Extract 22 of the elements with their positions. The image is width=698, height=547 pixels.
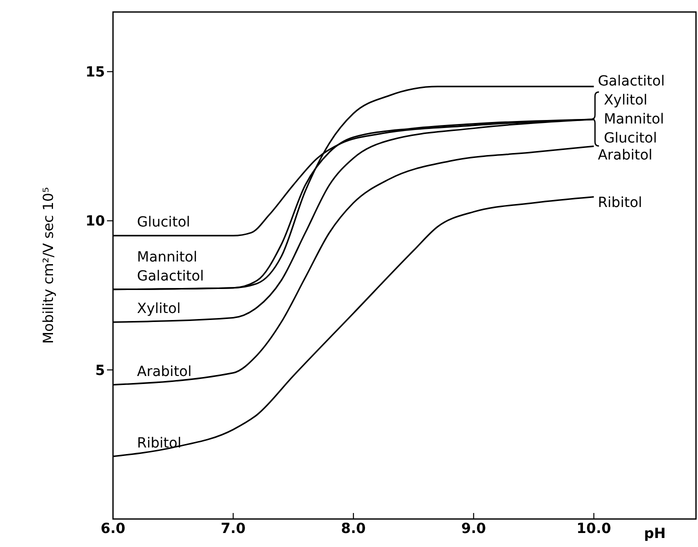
series-label: Xylitol [137, 301, 181, 318]
x-axis-title: pH [644, 526, 666, 542]
text: Galactitol [598, 74, 665, 90]
series-label: Glucitol [137, 214, 190, 231]
y-tick-label: 10 [86, 214, 106, 230]
text: Glucitol [604, 130, 657, 146]
text: Xylitol [604, 92, 648, 108]
x-tick-label: 7.0 [220, 520, 246, 537]
text: Arabitol [598, 147, 652, 164]
y-axis-title: Mobility cm²/V sec 10⁵ [40, 187, 57, 344]
series-label: Arabitol [137, 364, 192, 380]
x-tick-label: 10.0 [576, 520, 612, 537]
x-tick-label: 8.0 [341, 520, 366, 537]
series-label: Ribitol [137, 435, 182, 452]
x-tick-label: 9.0 [461, 520, 486, 537]
y-tick-label: 15 [86, 64, 105, 81]
text: Mannitol [137, 249, 198, 266]
x-tick-label: 6.0 [100, 520, 126, 537]
series-label: Galactitol [137, 268, 204, 284]
series-label: Mannitol [604, 111, 664, 128]
y-tick-label: 5 [95, 362, 105, 379]
text: Ribitol [598, 194, 642, 211]
